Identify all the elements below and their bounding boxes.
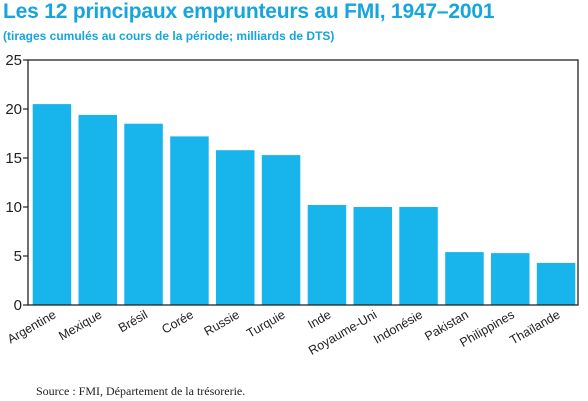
x-category-label: Brésil — [116, 307, 150, 335]
y-tick-label: 0 — [14, 297, 22, 314]
x-category-label: Inde — [305, 307, 333, 331]
bar-thaïlande — [536, 262, 576, 305]
chart-title: Les 12 principaux emprunteurs au FMI, 19… — [3, 0, 495, 23]
x-category-label: Corée — [159, 307, 196, 336]
x-category-label: Russie — [202, 307, 242, 338]
x-category-label: Indonésie — [371, 307, 425, 346]
y-tick-label: 10 — [5, 199, 22, 216]
x-category-label: Thaïlande — [507, 307, 562, 347]
bar-pakistan — [445, 252, 484, 305]
y-tick-label: 15 — [5, 150, 22, 167]
axes-group — [27, 59, 579, 306]
y-tick-label: 5 — [14, 248, 22, 265]
bar-philippines — [491, 253, 530, 305]
bar-turquie — [261, 155, 301, 305]
bar-indonésie — [399, 207, 438, 305]
x-category-label: Turquie — [244, 307, 287, 340]
bar-royaume-uni — [353, 207, 392, 305]
bar-mexique — [78, 114, 117, 306]
bar-argentine — [32, 104, 72, 305]
y-ticks-group: 0 5 10 15 20 25 — [5, 52, 28, 314]
bar-corée — [170, 136, 209, 305]
chart-subtitle: (tirages cumulés au cours de la période;… — [3, 29, 335, 43]
y-tick-label: 25 — [5, 52, 22, 69]
x-category-label: Mexique — [56, 307, 104, 343]
y-tick-label: 20 — [5, 101, 22, 118]
source-note: Source : FMI, Département de la trésorer… — [36, 384, 246, 398]
plot-frame — [27, 59, 579, 306]
bars-group — [32, 104, 576, 306]
bar-inde — [307, 205, 347, 305]
bar-brésil — [124, 123, 163, 305]
bar-russie — [216, 150, 255, 305]
